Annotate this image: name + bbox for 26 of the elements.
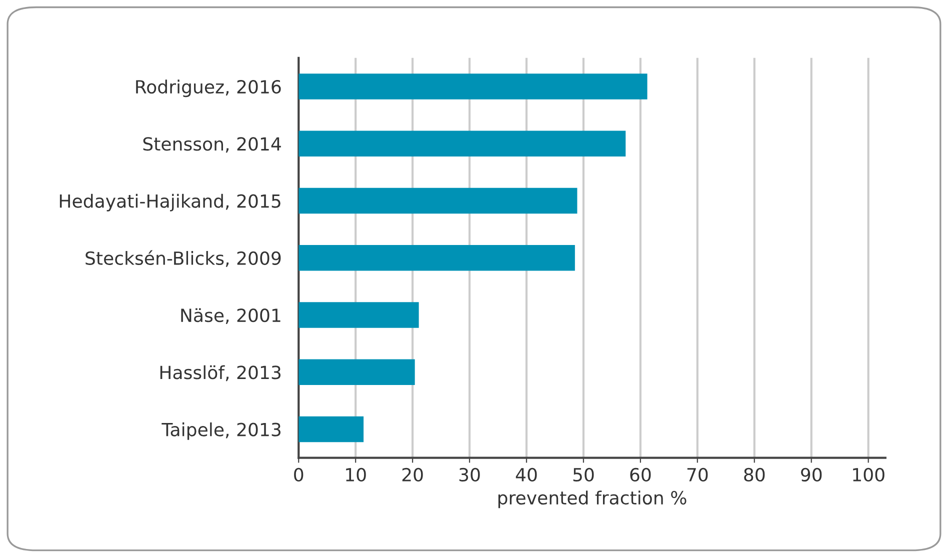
bar: [298, 302, 419, 328]
y-tick-label: Hedayati-Hajikand, 2015: [60, 194, 280, 212]
x-tick-label: 0: [294, 468, 304, 482]
x-axis-title: prevented fraction %: [498, 490, 686, 508]
y-tick-label: Rodriguez, 2016: [136, 80, 281, 98]
y-tick-label: Stecksén-Blicks, 2009: [86, 250, 281, 267]
bar: [298, 74, 648, 100]
bar: [298, 359, 415, 386]
x-tick-label: 10: [346, 468, 366, 482]
bar: [298, 245, 575, 271]
x-tick-label: 20: [402, 468, 423, 482]
bar: [298, 130, 626, 156]
x-tick-label: 70: [687, 468, 708, 482]
y-tick-label: Stensson, 2014: [143, 137, 281, 153]
y-tick-label: Taipele, 2013: [162, 422, 281, 440]
x-tick-label: 40: [516, 468, 537, 482]
y-tick-label: Hasslöf, 2013: [160, 365, 281, 382]
y-tick-label: Näse, 2001: [181, 308, 280, 324]
x-tick-label: 50: [573, 468, 594, 482]
bar: [298, 188, 578, 214]
x-tick-label: 90: [801, 468, 822, 482]
x-tick-label: 80: [744, 468, 765, 482]
x-tick-label: 60: [630, 468, 651, 482]
x-tick-label: 100: [853, 468, 884, 482]
x-tick-label: 30: [459, 468, 480, 482]
bar: [298, 416, 364, 442]
